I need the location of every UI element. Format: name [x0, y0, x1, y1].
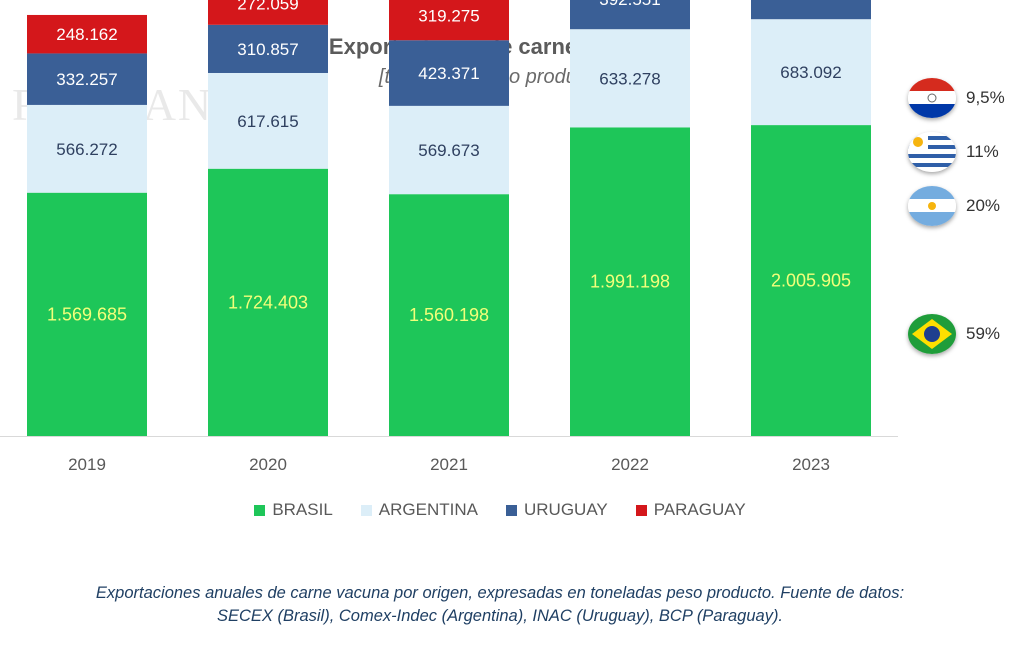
bar-brasil-2022 [570, 127, 690, 436]
x-tick-label-2023: 2023 [792, 455, 830, 474]
data-label-uruguay-2022: 392.551 [599, 0, 660, 9]
share-uruguay: 11% [908, 132, 999, 172]
data-label-argentina-2019: 566.272 [56, 140, 117, 159]
bar-uruguay-2020 [208, 24, 328, 73]
data-label-paraguay-2021: 319.275 [418, 7, 479, 26]
data-label-uruguay-2019: 332.257 [56, 70, 117, 89]
legend-swatch-paraguay [635, 504, 647, 516]
data-label-brasil-2022: 1.991.198 [590, 272, 670, 292]
data-label-brasil-2020: 1.724.403 [228, 292, 308, 312]
argentina-flag-icon [908, 186, 956, 226]
data-label-brasil-2023: 2.005.905 [771, 271, 851, 291]
data-label-argentina-2020: 617.615 [237, 112, 298, 131]
bar-uruguay-2021 [389, 40, 509, 106]
bar-argentina-2022 [570, 29, 690, 128]
bar-paraguay-2020 [208, 0, 328, 25]
bar-brasil-2020 [208, 168, 328, 436]
bar-argentina-2023 [751, 19, 871, 126]
legend-item-brasil: BRASIL [254, 500, 333, 520]
bar-uruguay-2022 [570, 0, 690, 30]
data-label-uruguay-2021: 423.371 [418, 64, 479, 83]
uruguay-flag-icon [908, 132, 956, 172]
share-label-argentina: 20% [966, 196, 1001, 215]
data-label-brasil-2019: 1.569.685 [47, 304, 127, 324]
data-label-argentina-2021: 569.673 [418, 141, 479, 160]
x-tick-label-2021: 2021 [430, 455, 468, 474]
share-label-uruguay: 11% [966, 142, 999, 161]
bar-uruguay-2023 [751, 0, 871, 20]
data-label-uruguay-2020: 310.857 [237, 40, 298, 59]
chart-caption: Exportaciones anuales de carne vacuna po… [0, 582, 1000, 628]
legend-item-argentina: ARGENTINA [360, 500, 478, 520]
bar-argentina-2021 [389, 105, 509, 195]
share-argentina: 20% [908, 186, 1000, 226]
bar-brasil-2023 [751, 125, 871, 437]
share-brasil: 59% [908, 314, 1000, 354]
legend-label-paraguay: PARAGUAY [653, 500, 746, 519]
bar-argentina-2020 [208, 72, 328, 169]
caption-line-2: SECEX (Brasil), Comex-Indec (Argentina),… [216, 607, 784, 625]
legend-swatch-brasil [254, 504, 266, 516]
x-tick-label-2019: 2019 [68, 455, 106, 474]
x-tick-label-2020: 2020 [249, 455, 287, 474]
share-label-paraguay: 9,5% [966, 88, 1005, 107]
data-label-brasil-2021: 1.560.198 [409, 305, 489, 325]
legend-label-argentina: ARGENTINA [378, 500, 478, 519]
data-label-argentina-2023: 683.092 [780, 63, 841, 82]
data-label-argentina-2022: 633.278 [599, 69, 660, 88]
legend-label-brasil: BRASIL [272, 500, 333, 519]
bar-argentina-2019 [27, 104, 147, 193]
share-paraguay: 9,5% [908, 78, 1005, 118]
bar-brasil-2019 [27, 192, 147, 436]
legend-label-uruguay: URUGUAY [523, 500, 608, 519]
data-label-paraguay-2020: 272.059 [237, 0, 298, 14]
stacked-bar-chart: 1.569.685 566.272 332.257 248.162 2019 1.724.… [0, 0, 898, 474]
bar-paraguay-2021 [389, 0, 509, 41]
legend-item-uruguay: URUGUAY [505, 500, 608, 520]
paraguay-flag-icon [908, 78, 956, 118]
bar-paraguay-2019 [27, 14, 147, 54]
share-label-brasil: 59% [966, 324, 1001, 343]
legend-item-paraguay: PARAGUAY [635, 500, 746, 520]
bar-uruguay-2019 [27, 53, 147, 105]
data-label-paraguay-2019: 248.162 [56, 25, 117, 44]
x-tick-label-2022: 2022 [611, 455, 649, 474]
bar-brasil-2021 [389, 194, 509, 436]
caption-line-1: Exportaciones anuales de carne vacuna po… [95, 584, 905, 602]
legend-swatch-argentina [360, 504, 372, 516]
chart-legend: BRASIL ARGENTINA URUGUAY PARAGUAY [0, 500, 1000, 520]
legend-swatch-uruguay [505, 504, 517, 516]
brazil-flag-icon [908, 314, 956, 354]
